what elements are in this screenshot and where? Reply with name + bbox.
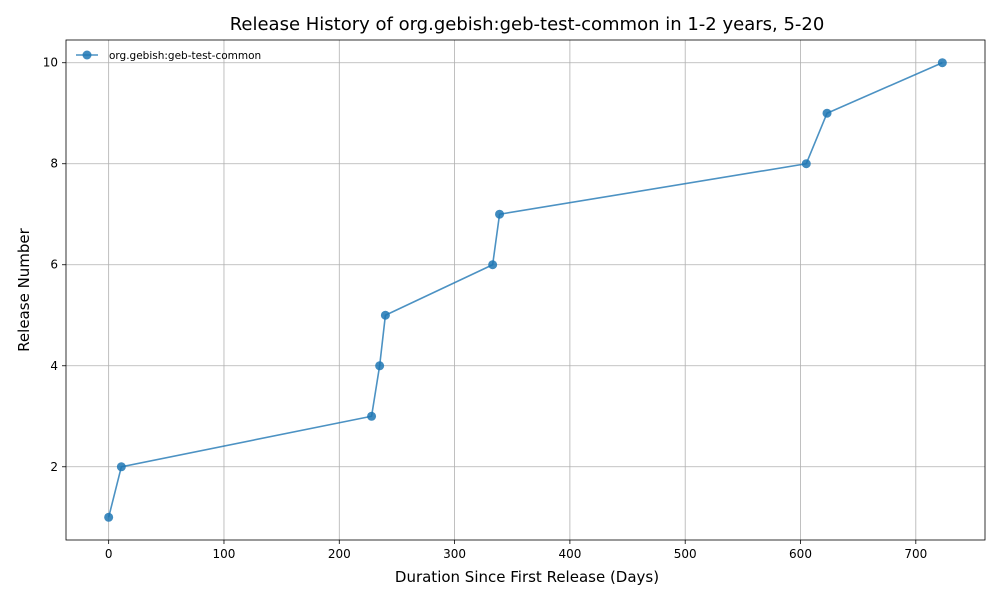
legend: org.gebish:geb-test-common — [76, 50, 261, 62]
data-point — [375, 361, 385, 371]
data-point — [822, 108, 832, 118]
plot-frame — [65, 39, 986, 541]
data-point — [495, 209, 505, 219]
y-tick-label: 2 — [50, 460, 58, 474]
data-point — [488, 260, 498, 270]
x-tick-label: 700 — [904, 547, 927, 561]
data-point — [116, 462, 126, 472]
axes-layer — [65, 39, 986, 541]
data-point — [380, 310, 390, 320]
ticks-layer: 0 100 200 300 400 500 600 700 2 4 6 8 10 — [43, 56, 928, 561]
x-tick-label: 200 — [328, 547, 351, 561]
y-axis-label: Release Number — [15, 227, 33, 351]
x-tick-label: 500 — [674, 547, 697, 561]
data-point — [104, 512, 114, 522]
y-tick-label: 8 — [50, 157, 58, 171]
x-tick-label: 400 — [558, 547, 581, 561]
x-tick-label: 0 — [105, 547, 113, 561]
grid-layer — [66, 40, 985, 540]
y-tick-label: 10 — [43, 56, 58, 70]
legend-label: org.gebish:geb-test-common — [109, 50, 261, 62]
data-point — [937, 58, 947, 68]
y-tick-label: 6 — [50, 258, 58, 272]
x-tick-label: 100 — [213, 547, 236, 561]
legend-marker — [82, 50, 92, 60]
series-line — [107, 61, 943, 518]
data-point — [801, 159, 811, 169]
x-tick-label: 300 — [443, 547, 466, 561]
y-tick-label: 4 — [50, 359, 58, 373]
series-layer — [104, 58, 947, 522]
x-axis-label: Duration Since First Release (Days) — [395, 568, 659, 586]
data-point — [367, 411, 377, 421]
x-tick-label: 600 — [789, 547, 812, 561]
chart-title: Release History of org.gebish:geb-test-c… — [230, 14, 825, 35]
